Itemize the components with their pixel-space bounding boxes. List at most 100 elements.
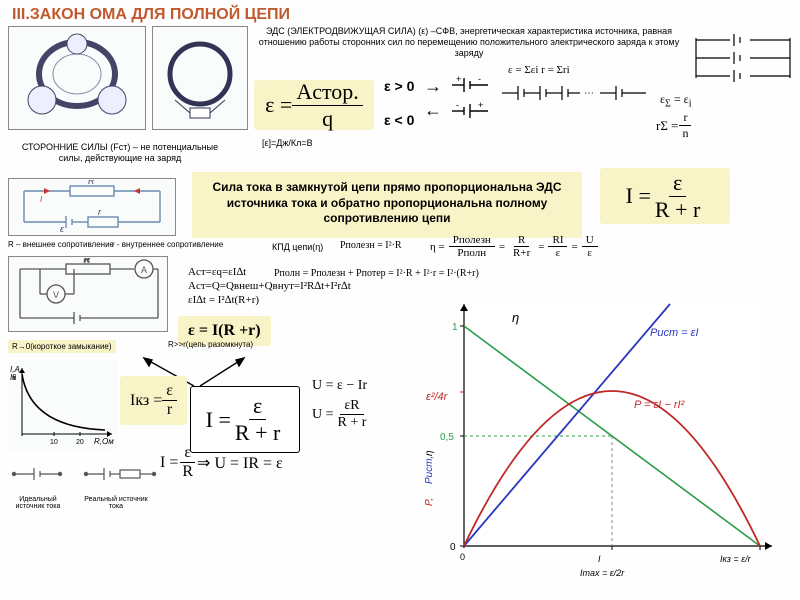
u2-den: R + r (334, 415, 371, 431)
svg-text:ε²/4r: ε²/4r (426, 391, 449, 403)
short-circuit-label: R→0(короткое замыкание) (8, 340, 116, 353)
arrow-right-icon: → (424, 76, 442, 97)
eps-neg: ε < 0 (384, 112, 414, 128)
io-num: ε (180, 444, 195, 463)
svg-text:0,5: 0,5 (440, 432, 454, 443)
u2-num: εR (340, 398, 363, 415)
io-tail: ⇒ U = IR = ε (197, 453, 283, 473)
i-center-formula: I = εR + r (190, 386, 300, 453)
u-formula-2: U = εRR + r (312, 398, 370, 431)
svg-text:+: + (478, 100, 483, 110)
arrow-left-icon: ← (424, 100, 442, 121)
torus-diagram (8, 26, 146, 130)
io-den: R (178, 463, 197, 481)
svg-text:P,: P, (424, 498, 435, 506)
pcurve-label: P = εI − rI² (634, 399, 685, 411)
svg-text:-: - (456, 100, 459, 110)
p-use-formula: Pполезн = I²·R (340, 240, 402, 251)
battery-parallel-diagram (690, 28, 794, 88)
svg-text:A: A (141, 265, 147, 275)
u-formula-1: U = ε − Ir (312, 378, 367, 394)
svg-text:⋯: ⋯ (584, 88, 594, 99)
I-num: ε (669, 170, 686, 197)
emf-definition: ЭДС (ЭЛЕКТРОДВИЖУЩАЯ СИЛА) (ε) –СФВ, эне… (254, 24, 684, 60)
svg-text:I: I (598, 554, 601, 564)
svg-text:η: η (424, 450, 435, 456)
i-short-formula: Iкз = εr (120, 376, 187, 425)
svg-text:r: r (98, 207, 102, 217)
eta-d4: ε (583, 247, 596, 259)
i-open-formula: I = εR ⇒ U = IR = ε (160, 444, 283, 481)
svg-text:Imax = ε/2r: Imax = ε/2r (580, 568, 625, 578)
kpd-label: КПД цепи(η) (270, 240, 325, 255)
derivation-block: Aст=εq=εI∆t Aст=Q=Qвнеш+Qвнут=I²R∆t+I²r∆… (178, 260, 361, 312)
svg-text:Pист,: Pист, (424, 456, 435, 484)
rpar-lhs: rΣ = (656, 118, 678, 134)
power-eta-chart: 0 0,5 1 ε²/4r η Pист = εI P = εI − rI² I… (420, 296, 780, 586)
eta-n2: R (514, 234, 529, 247)
io-lhs: I = (160, 454, 178, 472)
sc-xlabel: R,Ом (94, 437, 114, 446)
work1: Aст=εq=εI∆t (188, 266, 246, 278)
external-forces-def: СТОРОННИЕ СИЛЫ (Fст) – не потенциальные … (10, 140, 230, 166)
eta-formula: η = PполезнPполн = RR+r = RIε = Uε (430, 234, 598, 259)
ohm-law-statement: Сила тока в замкнутой цепи прямо пропорц… (192, 172, 582, 238)
svg-text:1: 1 (452, 322, 458, 333)
svg-text:R: R (88, 180, 95, 186)
r-par-formula: rΣ = rn (656, 110, 692, 141)
svg-text:η: η (512, 310, 519, 325)
work2: Aст=Q=Qвнеш+Qвнут=I²R∆t+I²r∆t (188, 280, 351, 292)
ideal-source-label: Идеальный источник тока (8, 496, 68, 510)
ic-num: ε (249, 393, 266, 420)
ic-den: R + r (231, 420, 284, 446)
open-circuit-label: R>>r(цепь разомкнута) (168, 340, 253, 349)
svg-text:20: 20 (76, 439, 84, 446)
ikz-den: r (163, 401, 176, 419)
emf-num: Aстор. (292, 79, 362, 106)
svg-text:V: V (53, 290, 59, 300)
eta-d3: ε (552, 247, 565, 259)
battery-neg-diagram: -+ (450, 100, 490, 125)
series-battery-diagram: ⋯ (500, 80, 650, 109)
eta-d2: R+r (509, 247, 534, 259)
pist-label: Pист = εI (650, 327, 699, 339)
eta-d1: Pполн (453, 247, 490, 259)
battery-pos-diagram: +- (450, 74, 490, 99)
I-lhs: I = (626, 183, 651, 209)
svg-text:0: 0 (450, 542, 456, 553)
eps-pos: ε > 0 (384, 78, 414, 94)
eps-par: εΣ = εi (660, 92, 691, 109)
ring-diagram (152, 26, 248, 130)
svg-text:+: + (456, 74, 461, 84)
ikz-lhs: Iкз = (130, 392, 162, 410)
ikz-num: ε (162, 382, 177, 401)
svg-text:10: 10 (50, 439, 58, 446)
rpar-den: n (678, 126, 692, 141)
ic-lhs: I = (206, 407, 231, 433)
svg-text:0: 0 (460, 552, 465, 562)
emf-den: q (318, 106, 337, 132)
I-den: R + r (651, 197, 704, 223)
svg-text:R: R (84, 258, 90, 264)
r-int-label: r - внутреннее сопротивление (112, 240, 223, 249)
svg-text:-: - (478, 74, 481, 84)
circuit-rr-diagram: R r ε I (8, 178, 176, 236)
r-ext-label: R – внешнее сопротивление (8, 240, 114, 249)
eta-n3: RI (548, 234, 567, 247)
svg-text:Iкз = ε/r: Iкз = ε/r (720, 554, 752, 564)
circuit-va-diagram: R A V (8, 256, 168, 332)
ohm-law-formula: I = εR + r (600, 168, 730, 224)
u2-lhs: U = (312, 407, 334, 423)
unit-label: [ε]=Дж/Кл=В (260, 136, 330, 151)
emf-formula: ε = Aстор.q (254, 80, 374, 130)
work3: εI∆t = I²∆t(R+r) (188, 294, 259, 306)
emf-lhs: ε = (265, 92, 292, 118)
sum-eps: ε = Σεi r = Σri (508, 64, 570, 76)
eta-n4: U (582, 234, 598, 247)
svg-text:6: 6 (12, 373, 17, 382)
rpar-num: r (679, 110, 691, 126)
short-circuit-chart: I,A Iк 6 R,Ом 1020 (8, 360, 118, 450)
real-source-label: Реальный источник тока (82, 496, 150, 510)
svg-text:ε: ε (60, 224, 65, 234)
svg-text:I: I (40, 195, 43, 204)
